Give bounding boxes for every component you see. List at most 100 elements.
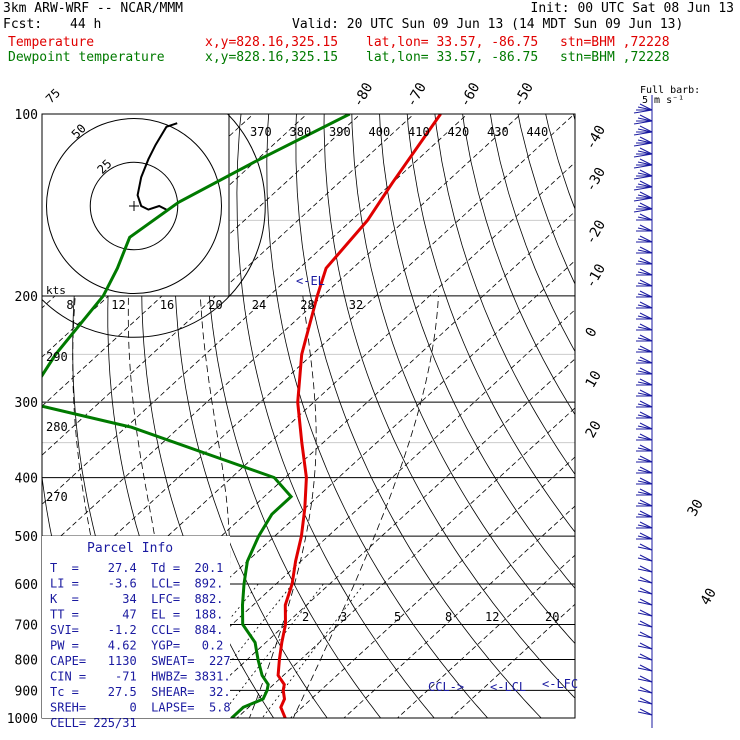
moist-adiabat xyxy=(292,295,439,718)
plot-frame xyxy=(41,113,576,719)
wind-barb xyxy=(639,213,653,221)
dry-adiabat xyxy=(434,114,575,475)
pressure-label: 200 xyxy=(15,290,38,305)
theta-label: 410 xyxy=(408,125,430,139)
wind-barb xyxy=(639,466,653,474)
dry-adiabat xyxy=(647,86,740,730)
wind-barb xyxy=(639,411,653,419)
dewpoint-profile xyxy=(42,114,351,718)
isotherm-label: 10 xyxy=(583,368,605,391)
wind-barb xyxy=(639,477,653,485)
lfc-marker: <-LFC xyxy=(542,677,578,691)
wind-barb xyxy=(637,689,653,694)
hodograph-ring xyxy=(89,161,179,251)
wind-barb xyxy=(639,565,653,573)
mixing-ratio-label: 12 xyxy=(485,610,499,624)
pressure-label: 400 xyxy=(15,472,38,487)
isotherm-line xyxy=(42,114,522,554)
isotherm-label: -20 xyxy=(583,217,610,247)
mixing-ratio-label: 8 xyxy=(445,610,452,624)
pressure-label: 900 xyxy=(15,684,38,699)
isotherm-label: -30 xyxy=(583,165,610,195)
wind-barb xyxy=(639,125,653,133)
init-time: Init: 00 UTC Sat 08 Jun 13 xyxy=(530,1,735,16)
theta-label: 290 xyxy=(46,350,68,364)
wind-barb xyxy=(637,590,653,595)
theta-label: 380 xyxy=(290,125,312,139)
isotherm-label: -50 xyxy=(510,80,537,110)
legend-temperature-station: stn=BHM ,72228 xyxy=(560,35,670,50)
isotherm-line xyxy=(42,211,575,702)
dry-adiabat xyxy=(593,86,740,730)
wind-barb xyxy=(639,389,653,397)
wind-barb xyxy=(639,576,653,584)
legend-temperature-xy: x,y=828.16,325.15 xyxy=(205,35,339,50)
wind-barb xyxy=(633,131,653,136)
parcel-info-title: Parcel Info xyxy=(87,541,173,556)
mixing-ratio-label: 3 xyxy=(340,610,347,624)
wind-barb xyxy=(633,175,653,180)
theta-label: 430 xyxy=(487,125,509,139)
wind-barb xyxy=(633,120,653,125)
wind-barb xyxy=(639,598,653,606)
pressure-label: 800 xyxy=(15,653,38,668)
isotherm-label: -70 xyxy=(403,80,430,110)
wind-barb xyxy=(637,711,653,716)
dry-adiabat xyxy=(489,114,575,353)
isotherm-label: -80 xyxy=(350,80,377,110)
wind-barb xyxy=(637,612,653,617)
isotherm-line xyxy=(236,407,575,718)
pressure-label: 300 xyxy=(15,396,38,411)
isotherm-line xyxy=(75,260,575,718)
hodograph-speed-tick: 24 xyxy=(252,298,266,312)
wind-barb xyxy=(637,700,653,705)
pressure-label: 1000 xyxy=(7,712,38,727)
wind-barb xyxy=(639,631,653,639)
wind-barb xyxy=(639,158,653,166)
isotherm-label: 30 xyxy=(685,497,707,520)
forecast-hour: 44 h xyxy=(70,17,102,32)
parcel-info-row: CIN = -71 HWBZ= 3831. xyxy=(50,670,231,684)
plot-area xyxy=(42,86,740,730)
wind-barb xyxy=(639,235,653,243)
dry-adiabat xyxy=(266,114,489,718)
wind-barb xyxy=(639,136,653,144)
wind-barb xyxy=(637,645,653,650)
wind-barb xyxy=(639,521,653,529)
isotherm-line xyxy=(42,161,575,653)
isotherm-label: 0 xyxy=(583,325,601,340)
wind-barb xyxy=(639,180,653,188)
hodograph-speed-tick: 32 xyxy=(349,298,363,312)
dry-adiabat xyxy=(351,114,575,645)
isotherm-line xyxy=(289,456,575,718)
wind-barb xyxy=(639,301,653,309)
wind-barb xyxy=(639,147,653,155)
isotherm-line xyxy=(182,358,575,718)
parcel-info-row: TT = 47 EL = 188. xyxy=(50,608,223,622)
wind-barb xyxy=(639,488,653,496)
wind-barb xyxy=(639,323,653,331)
wind-barb xyxy=(637,579,653,584)
hodograph-speed-tick: 16 xyxy=(160,298,174,312)
wind-barb xyxy=(639,257,653,265)
wind-barb xyxy=(637,557,653,562)
wind-barb xyxy=(637,656,653,661)
wind-barb xyxy=(639,664,653,672)
barb-legend-unit: 5 m s⁻¹ xyxy=(642,95,684,106)
barb-legend-label: Full barb: xyxy=(640,85,700,96)
mixing-ratio-label: 20 xyxy=(545,610,559,624)
hodograph-speed-tick: 20 xyxy=(208,298,222,312)
wind-barb xyxy=(633,208,653,213)
lcl-marker: <-LCL xyxy=(490,680,526,694)
wind-barb xyxy=(639,400,653,408)
wind-barb xyxy=(639,455,653,463)
dry-adiabat xyxy=(620,86,740,730)
parcel-info-row: Tc = 27.5 SHEAR= 32. xyxy=(50,685,231,699)
mixing-ratio-label: 5 xyxy=(394,610,401,624)
hodograph-ring xyxy=(42,114,266,338)
pressure-label: 100 xyxy=(15,108,38,123)
wind-barb xyxy=(639,378,653,386)
wind-barb xyxy=(639,543,653,551)
dry-adiabat xyxy=(462,114,575,416)
